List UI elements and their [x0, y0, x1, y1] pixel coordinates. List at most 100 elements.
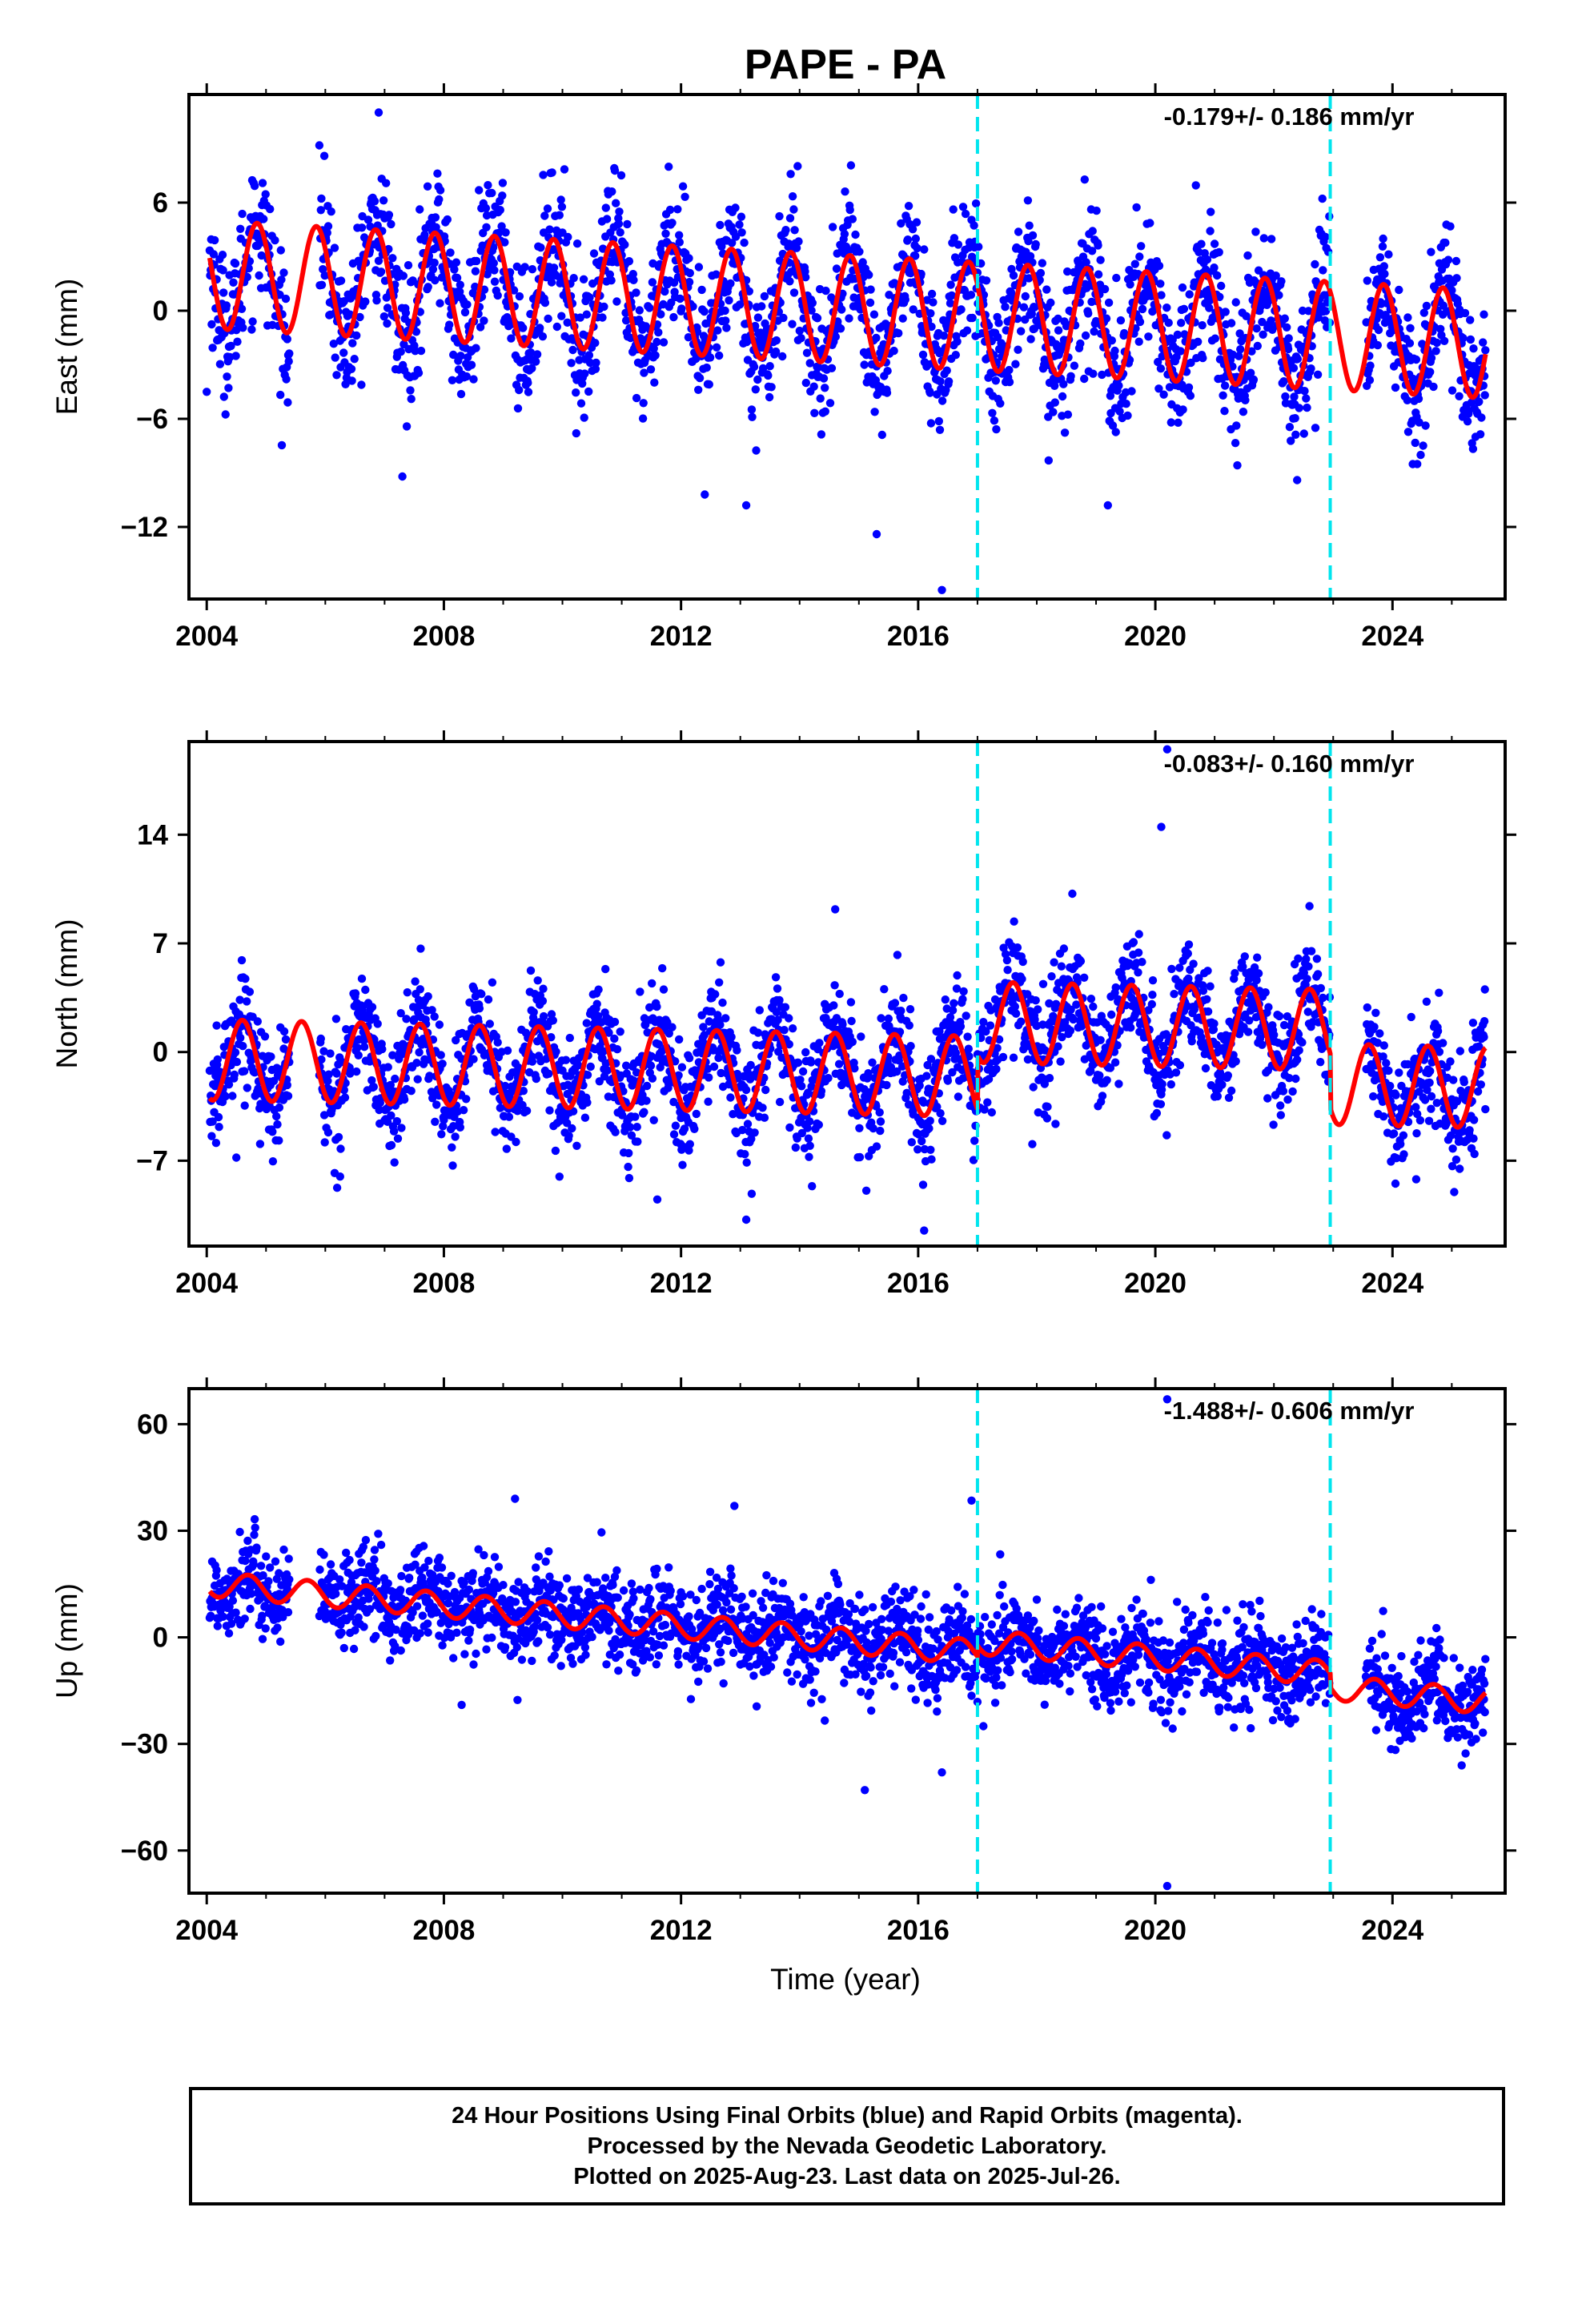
- data-point: [401, 308, 411, 317]
- data-point: [781, 226, 790, 235]
- data-point: [1431, 347, 1440, 356]
- data-point: [1446, 1057, 1455, 1066]
- data-point: [992, 424, 1001, 434]
- data-point: [382, 179, 391, 187]
- data-point: [801, 378, 810, 388]
- data-point: [230, 1070, 239, 1080]
- data-point: [1132, 203, 1141, 212]
- data-point: [272, 1112, 281, 1121]
- data-point: [712, 270, 721, 279]
- data-point: [1072, 1000, 1081, 1009]
- data-point: [567, 359, 576, 368]
- data-point: [714, 1053, 723, 1063]
- data-point: [1038, 979, 1048, 989]
- data-point: [848, 215, 857, 223]
- data-point: [540, 298, 550, 308]
- data-point: [979, 1018, 988, 1027]
- data-point: [1241, 396, 1250, 404]
- data-point: [1059, 380, 1068, 388]
- data-point: [1156, 364, 1166, 373]
- data-point: [642, 1096, 651, 1105]
- data-point: [611, 1128, 620, 1136]
- data-point: [1475, 1042, 1484, 1051]
- data-point: [731, 203, 740, 212]
- data-point: [716, 958, 725, 967]
- data-point: [1210, 263, 1219, 272]
- data-point: [1154, 261, 1164, 271]
- data-point: [805, 1152, 813, 1161]
- y-tick-label: −6: [136, 404, 168, 435]
- data-point: [963, 1032, 972, 1041]
- data-point: [685, 254, 693, 263]
- data-point: [922, 1072, 931, 1080]
- data-point: [1448, 1144, 1457, 1153]
- data-point: [404, 261, 413, 270]
- data-point: [925, 1124, 934, 1133]
- data-point: [507, 1132, 516, 1141]
- data-point: [805, 359, 814, 368]
- data-point: [845, 314, 853, 323]
- data-point: [632, 1068, 641, 1077]
- data-point: [1127, 387, 1136, 396]
- data-point: [1009, 1053, 1018, 1062]
- data-point: [1395, 1068, 1403, 1077]
- data-point: [1178, 283, 1187, 292]
- data-point: [648, 979, 656, 988]
- data-point: [764, 371, 773, 380]
- data-point: [1379, 1112, 1388, 1121]
- data-point: [1405, 339, 1415, 348]
- data-point: [1294, 954, 1303, 963]
- data-point: [424, 283, 432, 292]
- data-point: [628, 270, 637, 279]
- data-point: [881, 320, 890, 328]
- data-point: [1152, 1108, 1162, 1118]
- data-point: [690, 1124, 699, 1134]
- data-point: [370, 197, 379, 206]
- data-point: [532, 1074, 540, 1084]
- data-point: [758, 364, 768, 373]
- data-point: [224, 1080, 234, 1089]
- data-point: [483, 270, 492, 279]
- data-point: [1480, 391, 1489, 400]
- data-point: [1254, 969, 1263, 978]
- data-point: [788, 320, 797, 328]
- data-point: [1374, 325, 1383, 335]
- data-point: [650, 378, 659, 387]
- data-point: [1446, 222, 1455, 231]
- data-point: [1027, 309, 1037, 319]
- data-point: [490, 266, 499, 275]
- data-point: [361, 297, 370, 306]
- data-point: [1439, 336, 1449, 345]
- data-point: [618, 1111, 627, 1120]
- data-point: [1098, 370, 1106, 380]
- data-point: [1480, 985, 1489, 994]
- data-point: [416, 985, 424, 994]
- data-point: [580, 413, 588, 422]
- data-point: [627, 1131, 636, 1140]
- data-point: [649, 344, 658, 353]
- data-point: [956, 1022, 966, 1031]
- data-point: [646, 1061, 656, 1070]
- data-point: [1288, 1087, 1297, 1096]
- data-point: [906, 1042, 915, 1051]
- data-point: [1443, 255, 1453, 264]
- data-point: [410, 1015, 419, 1024]
- data-point: [374, 256, 383, 265]
- data-point: [268, 1128, 277, 1136]
- data-point: [407, 395, 416, 404]
- data-point: [1113, 1041, 1122, 1050]
- data-point: [500, 1081, 510, 1091]
- data-point: [1050, 958, 1058, 967]
- data-point: [1058, 1032, 1066, 1042]
- data-point: [935, 425, 945, 434]
- data-point: [1449, 1076, 1458, 1084]
- data-point: [643, 1028, 652, 1037]
- data-point: [847, 1016, 856, 1026]
- data-point: [1395, 285, 1403, 295]
- data-point: [520, 263, 529, 271]
- data-point: [449, 350, 458, 360]
- data-point: [1005, 377, 1014, 387]
- data-point: [971, 199, 981, 208]
- data-point: [1399, 1131, 1408, 1140]
- data-point: [1289, 364, 1299, 372]
